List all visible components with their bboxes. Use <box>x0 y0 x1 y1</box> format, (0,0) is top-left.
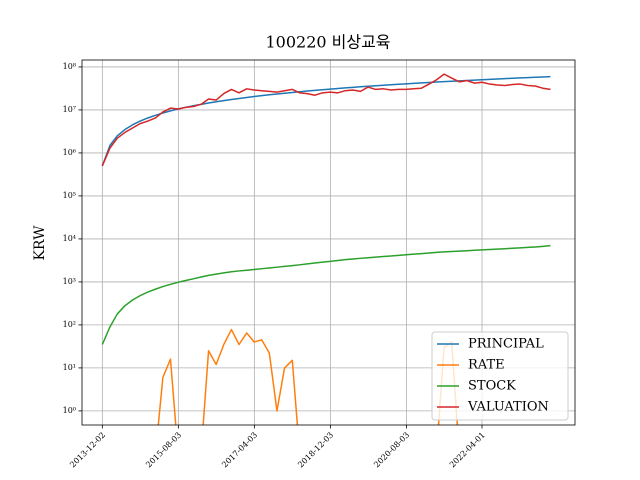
series-line <box>101 73 551 167</box>
plot-area <box>101 73 551 425</box>
legend-label: STOCK <box>468 379 516 394</box>
series-line <box>101 244 551 345</box>
legend-label: VALUATION <box>467 400 549 415</box>
y-tick-label: 10⁰ <box>63 406 76 415</box>
chart-title: 100220 비상교육 <box>265 33 390 52</box>
y-tick-label: 10⁶ <box>63 148 76 157</box>
y-tick-label: 10⁴ <box>63 234 76 243</box>
legend-label: RATE <box>468 358 505 373</box>
legend-box <box>431 331 569 421</box>
y-tick-label: 10⁷ <box>63 105 76 114</box>
y-tick-label: 10¹ <box>63 363 76 372</box>
legend: PRINCIPAL RATE STOCK VALUATION <box>431 331 569 421</box>
y-axis-label: KRW <box>32 225 48 261</box>
y-tick-label: 10⁸ <box>63 62 76 71</box>
legend-label: PRINCIPAL <box>468 337 544 352</box>
y-tick-label: 10⁵ <box>63 191 76 200</box>
y-tick-label: 10³ <box>63 277 76 286</box>
axes-frame <box>81 59 576 426</box>
y-tick-label: 10² <box>63 320 76 329</box>
